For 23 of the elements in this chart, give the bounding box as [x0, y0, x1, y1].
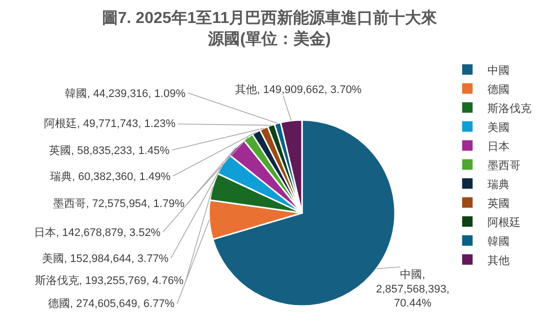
data-label: 阿根廷, 49,771,743, 1.23% — [44, 118, 176, 130]
legend-label: 中國 — [487, 64, 510, 77]
legend-label: 韓國 — [487, 234, 510, 248]
data-label: 瑞典, 60,382,360, 1.49% — [50, 170, 171, 183]
data-label: 中國, 2,857,568,393, 70.44% — [376, 268, 450, 310]
data-label: 日本, 142,678,879, 3.52% — [34, 226, 161, 239]
data-label: 其他, 149,909,662, 3.70% — [235, 83, 362, 96]
chart-title: 圖7. 2025年1至11月巴西新能源車進口前十大來源國(單位：美金) — [102, 9, 438, 48]
legend-label: 日本 — [487, 140, 510, 153]
data-label: 英國, 58,835,233, 1.45% — [49, 144, 170, 157]
data-label: 斯洛伐克, 193,255,769, 4.76% — [35, 274, 184, 287]
legend-label: 其他 — [487, 254, 510, 267]
legend-label: 墨西哥 — [487, 160, 520, 172]
data-label: 德國, 274,605,649, 6.77% — [48, 298, 175, 310]
legend-label: 阿根廷 — [487, 216, 520, 229]
legend-label: 瑞典 — [487, 178, 510, 191]
data-label: 韓國, 44,239,316, 1.09% — [65, 87, 186, 100]
data-label: 美國, 152,984,644, 3.77% — [42, 252, 169, 265]
legend-label: 斯洛伐克 — [487, 102, 532, 115]
legend-label: 德國 — [487, 84, 510, 96]
legend-label: 英國 — [487, 196, 510, 210]
data-label: 墨西哥, 72,575,954, 1.79% — [53, 198, 185, 210]
legend-label: 美國 — [487, 120, 510, 134]
